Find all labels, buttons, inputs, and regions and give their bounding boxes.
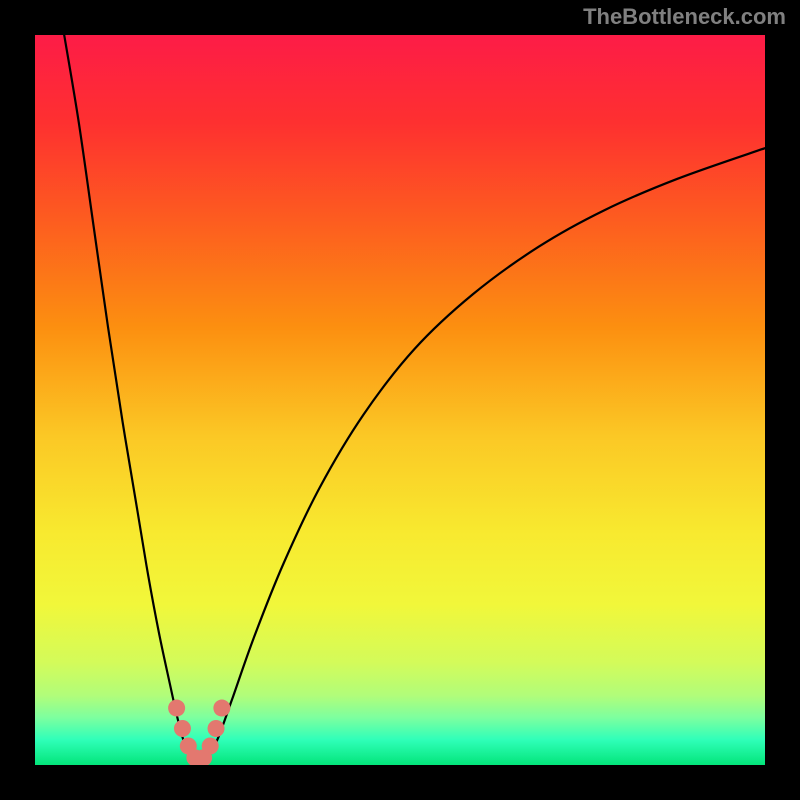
plot-area xyxy=(35,35,765,765)
trough-marker xyxy=(174,720,191,737)
trough-marker xyxy=(202,738,219,755)
curve-layer xyxy=(35,35,765,765)
curve-right-branch xyxy=(206,148,765,761)
stage: TheBottleneck.com xyxy=(0,0,800,800)
trough-marker xyxy=(208,720,225,737)
curve-left-branch xyxy=(64,35,192,761)
trough-marker xyxy=(213,700,230,717)
trough-marker xyxy=(168,700,185,717)
watermark-text: TheBottleneck.com xyxy=(583,4,786,30)
